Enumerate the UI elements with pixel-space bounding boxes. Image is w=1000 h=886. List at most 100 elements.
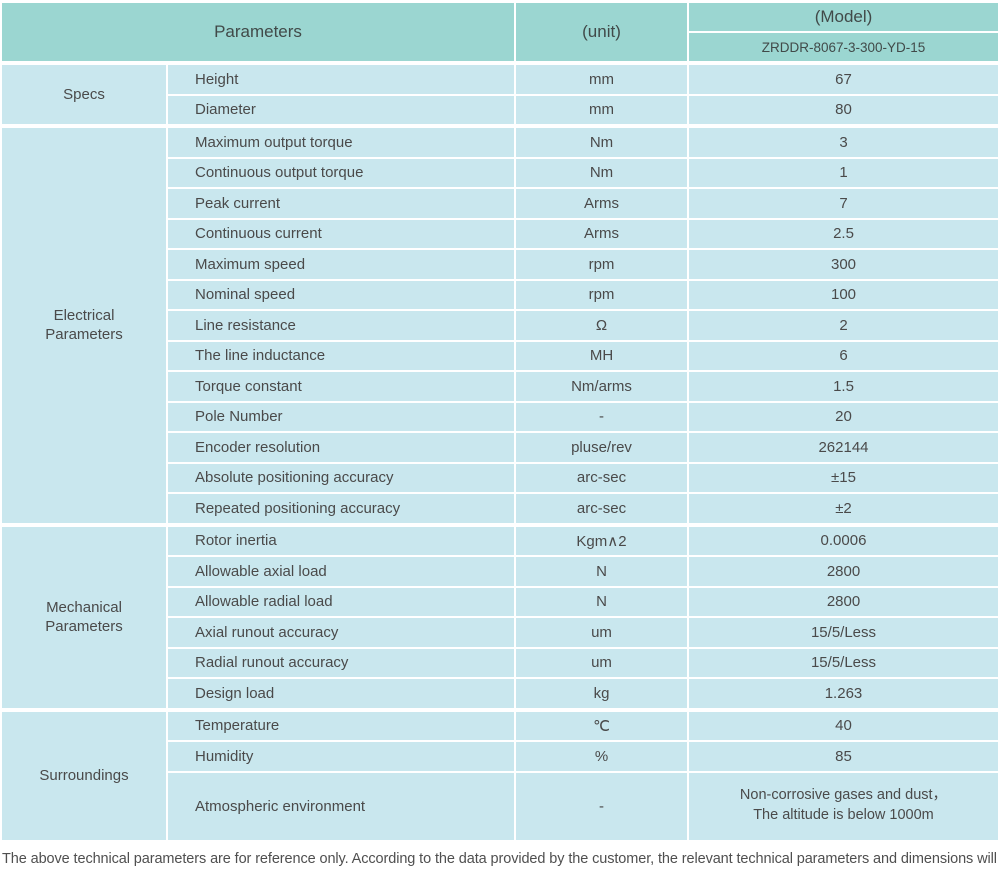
param-cell: Maximum output torque [168, 128, 514, 157]
unit-cell: % [516, 742, 687, 771]
value-cell: 67 [689, 65, 998, 94]
section-label-electrical: Electrical Parameters [2, 128, 166, 523]
value-cell: 1.5 [689, 372, 998, 401]
unit-cell: N [516, 557, 687, 586]
param-cell: Allowable axial load [168, 557, 514, 586]
table-row: Torque constant Nm/arms 1.5 [168, 372, 998, 401]
unit-cell: pluse/rev [516, 433, 687, 462]
value-cell: 2 [689, 311, 998, 340]
unit-cell: arc-sec [516, 463, 687, 492]
unit-cell: Nm [516, 158, 687, 187]
value-cell: 15/5/Less [689, 618, 998, 647]
param-cell: Height [168, 65, 514, 94]
unit-cell: Nm [516, 128, 687, 157]
value-cell: 2800 [689, 587, 998, 616]
unit-cell: um [516, 618, 687, 647]
unit-cell: um [516, 648, 687, 677]
value-cell: 2800 [689, 557, 998, 586]
param-cell: Peak current [168, 189, 514, 218]
param-cell: The line inductance [168, 341, 514, 370]
header-model-group: (Model) ZRDDR-8067-3-300-YD-15 [689, 3, 998, 61]
param-cell: Repeated positioning accuracy [168, 494, 514, 523]
section-label-specs: Specs [2, 65, 166, 124]
value-cell: 15/5/Less [689, 648, 998, 677]
header-model: (Model) [689, 3, 998, 31]
value-cell: 40 [689, 711, 998, 740]
unit-cell: Arms [516, 189, 687, 218]
table-row: Atmospheric environment - Non-corrosive … [168, 772, 998, 840]
table-row: Line resistance Ω 2 [168, 311, 998, 340]
param-cell: Temperature [168, 711, 514, 740]
param-cell: Continuous output torque [168, 158, 514, 187]
section-label-surroundings: Surroundings [2, 711, 166, 840]
param-cell: Line resistance [168, 311, 514, 340]
value-cell: 1 [689, 158, 998, 187]
param-cell: Encoder resolution [168, 433, 514, 462]
value-cell: ±2 [689, 494, 998, 523]
value-cell: 85 [689, 742, 998, 771]
table-row: Temperature ℃ 40 [168, 711, 998, 740]
unit-cell: - [516, 772, 687, 840]
table-row: Maximum speed rpm 300 [168, 250, 998, 279]
table-row: Allowable radial load N 2800 [168, 587, 998, 616]
section-electrical-parameters: Electrical Parameters Maximum output tor… [2, 128, 998, 523]
table-row: Repeated positioning accuracy arc-sec ±2 [168, 494, 998, 523]
table-row: Allowable axial load N 2800 [168, 557, 998, 586]
table-row: Peak current Arms 7 [168, 189, 998, 218]
param-cell: Axial runout accuracy [168, 618, 514, 647]
value-cell: 20 [689, 402, 998, 431]
unit-cell: Arms [516, 219, 687, 248]
header-unit: (unit) [516, 3, 687, 61]
unit-cell: mm [516, 95, 687, 124]
unit-cell: rpm [516, 250, 687, 279]
section-surroundings: Surroundings Temperature ℃ 40 Humidity %… [2, 711, 998, 840]
param-cell: Diameter [168, 95, 514, 124]
unit-cell: arc-sec [516, 494, 687, 523]
footer-note: The above technical parameters are for r… [2, 850, 1000, 867]
param-cell: Humidity [168, 742, 514, 771]
param-cell: Allowable radial load [168, 587, 514, 616]
table-header: Parameters (unit) (Model) ZRDDR-8067-3-3… [2, 3, 998, 61]
unit-cell: - [516, 402, 687, 431]
unit-cell: Nm/arms [516, 372, 687, 401]
table-row: Diameter mm 80 [168, 95, 998, 124]
param-cell: Radial runout accuracy [168, 648, 514, 677]
table-row: Continuous current Arms 2.5 [168, 219, 998, 248]
value-cell: 7 [689, 189, 998, 218]
param-cell: Nominal speed [168, 280, 514, 309]
param-cell: Absolute positioning accuracy [168, 463, 514, 492]
param-cell: Atmospheric environment [168, 772, 514, 840]
section-specs: Specs Height mm 67 Diameter mm 80 [2, 65, 998, 124]
value-cell: 262144 [689, 433, 998, 462]
table-row: Design load kg 1.263 [168, 679, 998, 708]
unit-cell: MH [516, 341, 687, 370]
value-cell: 2.5 [689, 219, 998, 248]
value-cell: 300 [689, 250, 998, 279]
table-row: The line inductance MH 6 [168, 341, 998, 370]
param-cell: Continuous current [168, 219, 514, 248]
unit-cell: rpm [516, 280, 687, 309]
value-cell: ±15 [689, 463, 998, 492]
table-row: Encoder resolution pluse/rev 262144 [168, 433, 998, 462]
value-cell: Non-corrosive gases and dust， The altitu… [689, 772, 998, 840]
unit-cell: kg [516, 679, 687, 708]
param-cell: Torque constant [168, 372, 514, 401]
section-mechanical-parameters: Mechanical Parameters Rotor inertia Kgm∧… [2, 526, 998, 708]
value-cell: 0.0006 [689, 526, 998, 555]
unit-cell: mm [516, 65, 687, 94]
value-cell: 1.263 [689, 679, 998, 708]
table-row: Axial runout accuracy um 15/5/Less [168, 618, 998, 647]
table-row: Rotor inertia Kgm∧2 0.0006 [168, 526, 998, 555]
table-row: Humidity % 85 [168, 742, 998, 771]
param-cell: Rotor inertia [168, 526, 514, 555]
table-row: Absolute positioning accuracy arc-sec ±1… [168, 463, 998, 492]
unit-cell: ℃ [516, 711, 687, 740]
value-cell: 3 [689, 128, 998, 157]
table-row: Height mm 67 [168, 65, 998, 94]
value-cell: 6 [689, 341, 998, 370]
value-cell: 80 [689, 95, 998, 124]
table-row: Radial runout accuracy um 15/5/Less [168, 648, 998, 677]
spec-table: Parameters (unit) (Model) ZRDDR-8067-3-3… [2, 3, 1000, 867]
table-row: Maximum output torque Nm 3 [168, 128, 998, 157]
section-label-mechanical: Mechanical Parameters [2, 526, 166, 708]
